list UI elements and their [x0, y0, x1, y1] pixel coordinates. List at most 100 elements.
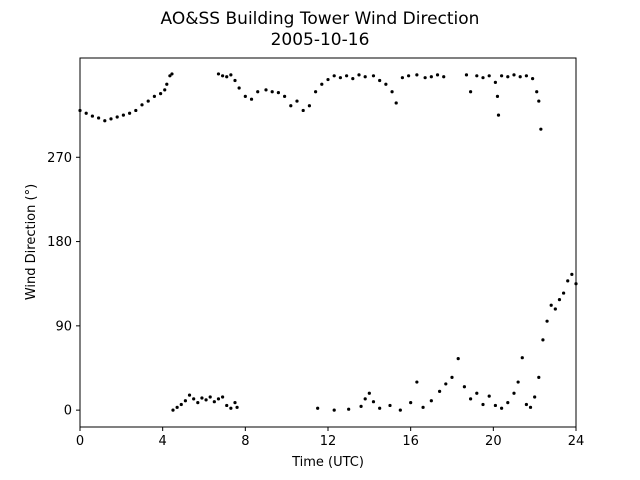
chart-title: AO&SS Building Tower Wind Direction	[161, 9, 480, 29]
data-point	[307, 104, 311, 108]
data-point	[400, 76, 404, 80]
data-point	[462, 385, 466, 389]
data-point	[378, 78, 382, 83]
data-point	[528, 405, 533, 409]
data-point	[537, 375, 541, 379]
data-point	[233, 401, 237, 405]
data-point	[367, 391, 371, 395]
data-point	[264, 88, 268, 92]
data-point	[216, 72, 221, 76]
data-point	[378, 406, 382, 410]
data-point	[103, 119, 107, 123]
data-point	[283, 94, 287, 98]
data-point	[423, 76, 427, 80]
data-point	[165, 82, 169, 86]
data-point	[506, 75, 510, 79]
data-point	[516, 380, 520, 384]
data-point	[469, 397, 473, 401]
data-point	[495, 94, 500, 98]
data-point	[316, 406, 320, 410]
data-point	[225, 75, 229, 79]
data-point	[229, 73, 233, 77]
data-point	[469, 90, 473, 94]
data-point	[179, 402, 183, 407]
data-point	[208, 395, 212, 399]
data-point	[146, 99, 150, 103]
data-point	[371, 400, 376, 404]
data-point	[235, 405, 239, 409]
data-point	[90, 114, 94, 118]
data-point	[444, 382, 448, 386]
data-point	[359, 404, 363, 408]
data-point	[524, 402, 529, 407]
data-point	[398, 408, 402, 412]
data-point	[415, 380, 419, 384]
data-point	[388, 403, 392, 408]
data-point	[320, 82, 324, 86]
data-point	[496, 113, 501, 117]
data-point	[407, 74, 411, 78]
data-point	[159, 91, 163, 96]
x-tick-label: 20	[485, 434, 502, 449]
data-point	[539, 127, 543, 131]
data-point	[421, 405, 425, 409]
data-point	[493, 80, 497, 84]
data-point	[357, 73, 361, 77]
data-point	[295, 99, 299, 103]
data-points	[78, 72, 578, 412]
data-point	[314, 90, 318, 94]
data-point	[481, 402, 485, 407]
data-point	[229, 406, 233, 410]
data-point	[168, 74, 172, 78]
data-point	[409, 401, 413, 405]
data-point	[363, 397, 367, 401]
data-point	[541, 338, 545, 342]
data-point	[562, 291, 566, 295]
data-point	[338, 76, 342, 80]
data-point	[332, 408, 336, 412]
data-point	[109, 117, 113, 121]
data-point	[487, 394, 491, 398]
data-point	[237, 86, 241, 90]
data-point	[140, 103, 144, 107]
y-tick-label: 90	[55, 319, 72, 334]
data-point	[415, 73, 419, 77]
x-axis-ticks: 0 4 8 12 16 20 24	[76, 427, 584, 449]
data-point	[163, 88, 167, 92]
data-point	[332, 74, 336, 78]
data-point	[225, 403, 229, 408]
x-tick-label: 16	[402, 434, 419, 449]
data-point	[97, 116, 101, 120]
data-point	[115, 115, 119, 119]
y-axis-label: Wind Direction (°)	[24, 184, 39, 300]
y-tick-label: 270	[47, 151, 72, 166]
data-point	[394, 101, 398, 105]
y-axis-ticks: 0 90 180 270	[47, 151, 80, 419]
data-point	[493, 403, 497, 408]
data-point	[326, 77, 330, 82]
data-point	[557, 298, 562, 302]
data-point	[363, 75, 367, 79]
data-point	[175, 405, 179, 409]
data-point	[84, 111, 88, 115]
data-point	[196, 401, 200, 405]
x-tick-label: 24	[568, 434, 585, 449]
data-point	[549, 303, 553, 307]
data-point	[351, 77, 355, 81]
data-point	[243, 94, 247, 98]
data-point	[481, 76, 485, 80]
data-point	[152, 94, 156, 98]
data-point	[276, 91, 280, 95]
plot-area-frame	[79, 57, 577, 428]
data-point	[475, 391, 479, 395]
chart-subtitle: 2005-10-16	[271, 30, 370, 50]
data-point	[221, 395, 225, 399]
data-point	[270, 90, 274, 94]
data-point	[171, 408, 175, 412]
y-tick-label: 0	[64, 404, 72, 419]
data-point	[121, 113, 125, 117]
data-point	[456, 357, 460, 361]
data-point	[221, 74, 225, 78]
x-axis-label: Time (UTC)	[291, 455, 364, 470]
